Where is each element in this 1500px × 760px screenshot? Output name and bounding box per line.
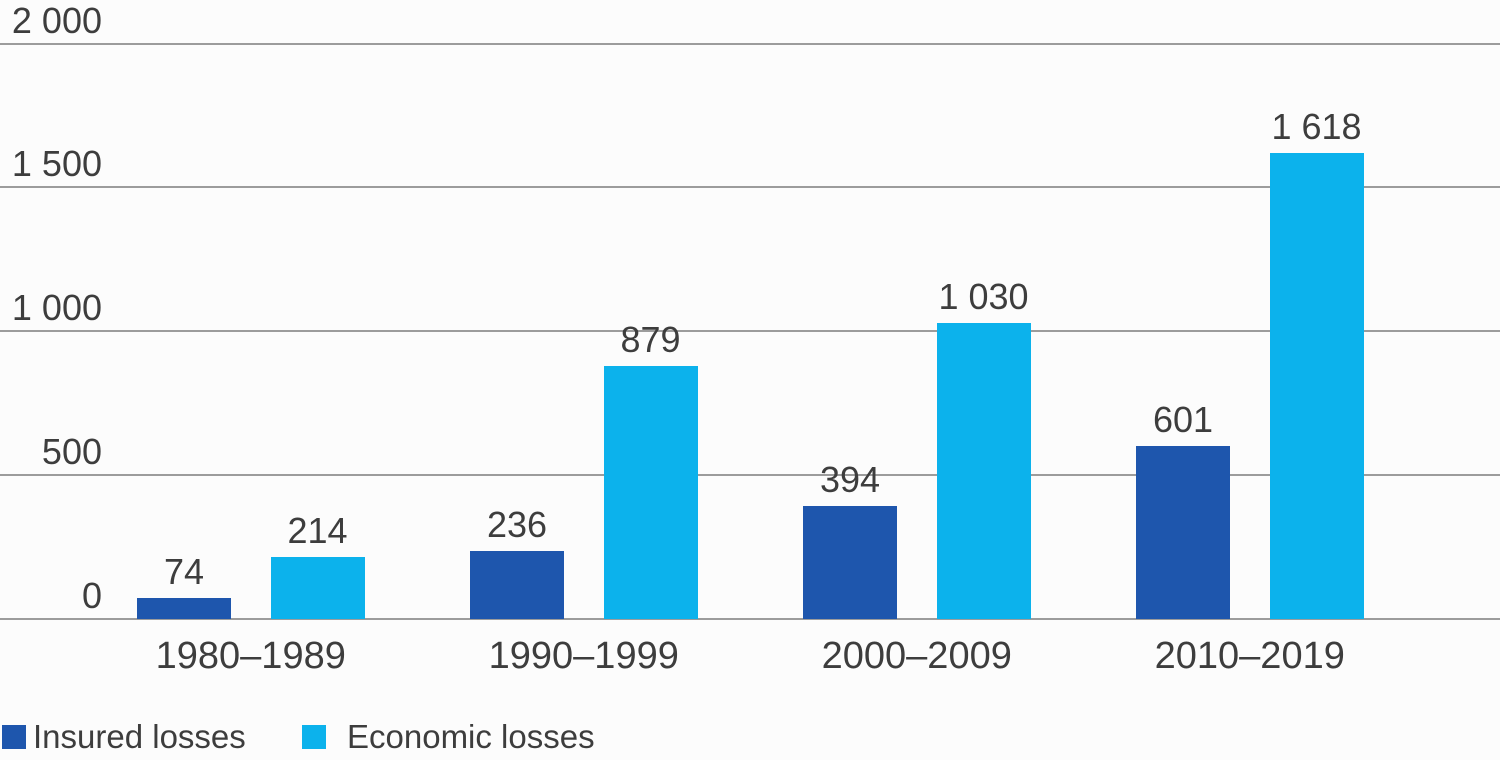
bar-value-label-economic-1: 879 [620, 319, 681, 361]
gridline-y-2000 [0, 42, 1500, 45]
legend-label-insured: Insured losses [33, 718, 246, 755]
y-axis-tick-label-1500: 1 500 [11, 143, 102, 185]
bar-economic-2000-2009 [936, 322, 1031, 619]
bar-value-label-insured-1: 236 [486, 504, 548, 546]
x-axis-category-label-1: 1990–1999 [488, 635, 679, 677]
bar-value-label-economic-0: 214 [287, 510, 348, 552]
bar-value-label-economic-3: 1 618 [1271, 106, 1362, 148]
bar-economic-1990-1999 [603, 366, 698, 619]
bar-value-label-insured-2: 394 [819, 458, 881, 500]
y-axis-tick-label-0: 0 [81, 575, 102, 616]
x-axis-category-label-3: 2010–2019 [1154, 635, 1345, 677]
y-axis-tick-label-1000: 1 000 [11, 287, 102, 329]
y-axis-tick-label-500: 500 [41, 431, 102, 473]
bar-insured-2000-2009 [803, 505, 897, 619]
y-axis-tick-label-2000: 2 000 [11, 0, 102, 41]
bar-value-label-insured-0: 74 [163, 550, 205, 592]
bar-economic-2010-2019 [1269, 153, 1364, 619]
bar-insured-1980-1989 [137, 597, 231, 619]
gridline-y-1000 [0, 330, 1500, 333]
bar-economic-1980-1989 [270, 557, 365, 619]
bar-value-label-economic-2: 1 030 [938, 275, 1029, 317]
economic-losses-swatch [302, 725, 326, 749]
gridline-y-0 [0, 618, 1500, 620]
legend-label-economic: Economic losses [347, 718, 595, 755]
insured-losses-swatch [2, 725, 26, 749]
x-axis-category-label-2: 2000–2009 [821, 635, 1012, 677]
bar-insured-1990-1999 [470, 551, 564, 619]
x-axis-category-label-0: 1980–1989 [155, 635, 346, 677]
bar-value-label-insured-3: 601 [1152, 399, 1214, 441]
gridline-y-500 [0, 474, 1500, 477]
gridline-y-1500 [0, 186, 1500, 189]
bar-insured-2010-2019 [1136, 446, 1230, 619]
